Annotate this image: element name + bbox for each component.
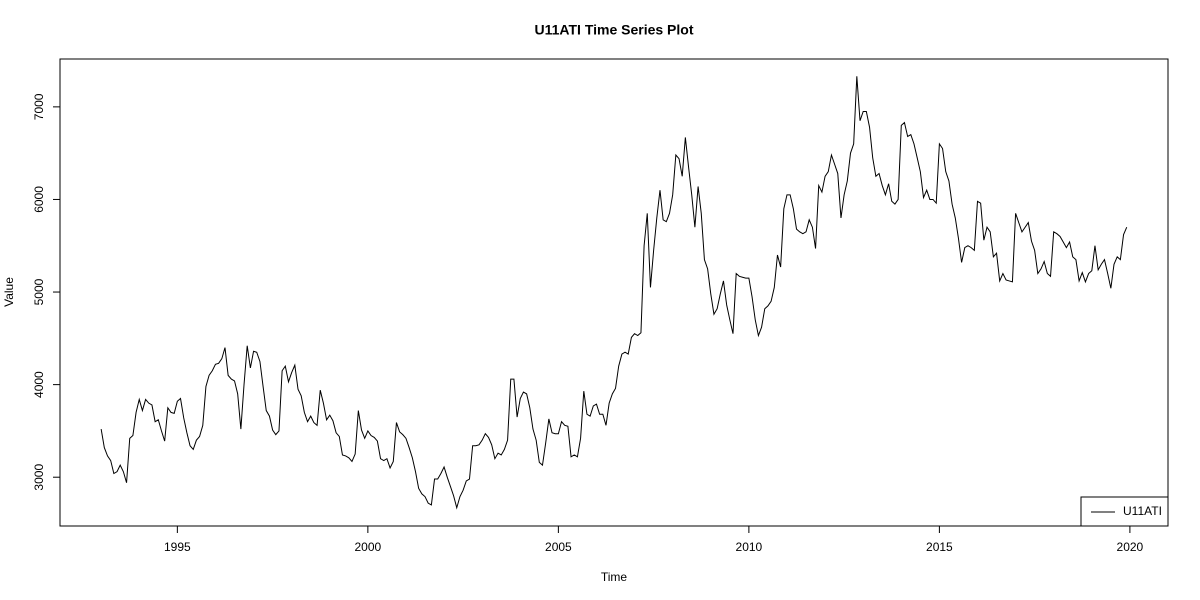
- legend-label: U11ATI: [1123, 504, 1162, 518]
- x-tick-label: 2015: [926, 540, 953, 554]
- x-tick-label: 1995: [164, 540, 191, 554]
- x-axis-label: Time: [601, 570, 628, 584]
- y-tick-label: 5000: [32, 278, 46, 305]
- chart-title: U11ATI Time Series Plot: [535, 22, 694, 38]
- y-tick-label: 4000: [32, 371, 46, 398]
- x-tick-label: 2020: [1117, 540, 1144, 554]
- y-tick-label: 7000: [32, 93, 46, 120]
- y-axis-label: Value: [2, 277, 16, 307]
- x-tick-label: 2000: [355, 540, 382, 554]
- x-tick-label: 2010: [736, 540, 763, 554]
- x-tick-label: 2005: [545, 540, 572, 554]
- y-tick-label: 3000: [32, 464, 46, 491]
- series-line: [100, 76, 1128, 510]
- y-tick-label: 6000: [32, 186, 46, 213]
